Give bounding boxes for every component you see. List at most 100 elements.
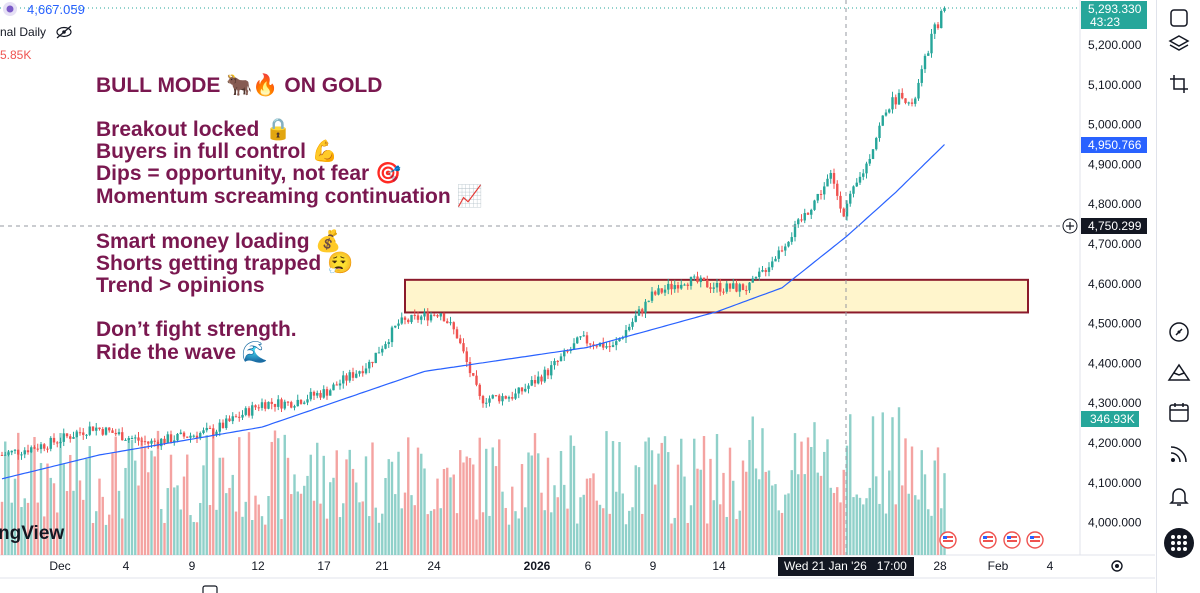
volume-bar — [689, 505, 693, 555]
volume-bar — [384, 477, 387, 555]
volume-bar — [46, 463, 49, 555]
candle-body — [46, 448, 49, 450]
volume-bar — [147, 472, 150, 555]
volume-bar — [829, 487, 832, 555]
bell-icon[interactable] — [1167, 484, 1191, 508]
candle-body — [173, 440, 176, 443]
candle-body — [277, 399, 280, 407]
volume-bar — [888, 470, 891, 555]
candle-body — [423, 312, 426, 317]
last-price-tag: 5,293.330 43:23 — [1081, 1, 1147, 29]
legend[interactable]: 4,667.059 nal Daily 5.85K — [0, 2, 85, 62]
grid-icon[interactable] — [1164, 528, 1194, 558]
time-axis-label: 21 — [375, 559, 389, 573]
candle-body — [537, 376, 540, 384]
volume-bar — [556, 497, 559, 555]
volume-bar — [514, 511, 517, 555]
candle-body — [657, 288, 660, 295]
overlay-line: Dips = opportunity, not fear 🎯 — [96, 161, 401, 185]
volume-bar — [858, 497, 862, 555]
volume-bar — [241, 516, 244, 555]
volume-bar — [910, 446, 914, 555]
candle-body — [563, 350, 566, 357]
volume-bar — [169, 454, 173, 555]
volume-bar — [839, 502, 842, 555]
candle-body — [355, 373, 358, 378]
volume-bar — [589, 478, 592, 555]
candle-body — [303, 402, 306, 404]
volume-bar — [936, 447, 940, 555]
volume-bar — [845, 445, 849, 555]
time-axis-label: 17 — [317, 559, 331, 573]
volume-bar — [530, 455, 533, 555]
volume-bar — [293, 474, 296, 555]
candle-body — [36, 448, 39, 450]
price-chart[interactable]: 5,200.000 5,100.000 5,000.000 4,900.000 4,80… — [0, 0, 1155, 593]
candle-body — [530, 380, 533, 386]
candle-body — [761, 270, 764, 272]
candle-body — [98, 427, 101, 430]
candle-body — [901, 92, 904, 99]
volume-bar — [855, 494, 858, 555]
price-axis-label: 4,700.000 — [1088, 237, 1142, 251]
eye-hidden-icon[interactable] — [56, 25, 72, 39]
price-axis-label: 4,800.000 — [1088, 197, 1142, 211]
candle-body — [735, 283, 738, 292]
volume-bar — [215, 509, 218, 555]
volume-bar — [540, 492, 543, 555]
candle-body — [345, 375, 348, 381]
crop-icon[interactable] — [1167, 72, 1191, 96]
calendar-range-icon[interactable] — [202, 585, 218, 593]
volume-bar — [114, 436, 117, 555]
layers-icon[interactable] — [1167, 32, 1191, 56]
volume-bar — [137, 485, 140, 555]
candle-body — [699, 277, 702, 283]
price-axis-label: 4,900.000 — [1088, 157, 1142, 171]
volume-bar — [670, 523, 673, 555]
volume-bar — [420, 453, 423, 555]
volume-bar — [738, 510, 741, 555]
legend-price: 4,667.059 — [27, 2, 85, 17]
volume-bar — [91, 523, 95, 555]
volume-bar — [524, 507, 527, 555]
candle-body — [728, 283, 732, 289]
candle-body — [273, 403, 277, 407]
candle-body — [754, 276, 758, 279]
event-flags[interactable] — [939, 531, 1044, 549]
time-axis-label: 4 — [123, 559, 130, 573]
candle-body — [650, 291, 654, 301]
volume-bar — [264, 524, 267, 555]
broadcast-icon[interactable] — [1167, 442, 1191, 466]
settings-gear-icon[interactable] — [1111, 560, 1123, 572]
volume-bar — [800, 441, 803, 555]
volume-bar — [387, 459, 390, 555]
candle-body — [589, 343, 592, 345]
candle-body — [208, 427, 212, 429]
volume-bar — [85, 458, 88, 555]
chart-icon[interactable] — [1167, 6, 1191, 30]
volume-bar — [416, 447, 420, 555]
candle-body — [390, 327, 394, 343]
last-price-value: 5,293.330 — [1088, 2, 1142, 16]
volume-bar — [52, 483, 56, 555]
volume-bar — [173, 487, 176, 555]
volume-bar — [329, 482, 332, 555]
candle-body — [377, 352, 381, 354]
volume-bar — [933, 460, 936, 555]
volume-bar — [485, 448, 488, 555]
compass-icon[interactable] — [1167, 320, 1191, 344]
us-flag-icon — [1026, 531, 1044, 549]
volume-bar — [865, 498, 868, 555]
time-axis-label: 12 — [251, 559, 265, 573]
us-flag-icon — [939, 531, 957, 549]
crosshair-price-tag[interactable]: 4,750.299 — [1062, 218, 1147, 234]
candle-body — [553, 361, 556, 366]
volume-bar — [400, 508, 403, 555]
candle-body — [140, 440, 143, 442]
volume-bar — [251, 520, 254, 555]
candle-body — [943, 7, 946, 12]
calendar-icon[interactable] — [1167, 400, 1191, 424]
volume-bar — [208, 505, 212, 555]
mountain-icon[interactable] — [1167, 360, 1191, 384]
time-axis-label: 4 — [1047, 559, 1054, 573]
